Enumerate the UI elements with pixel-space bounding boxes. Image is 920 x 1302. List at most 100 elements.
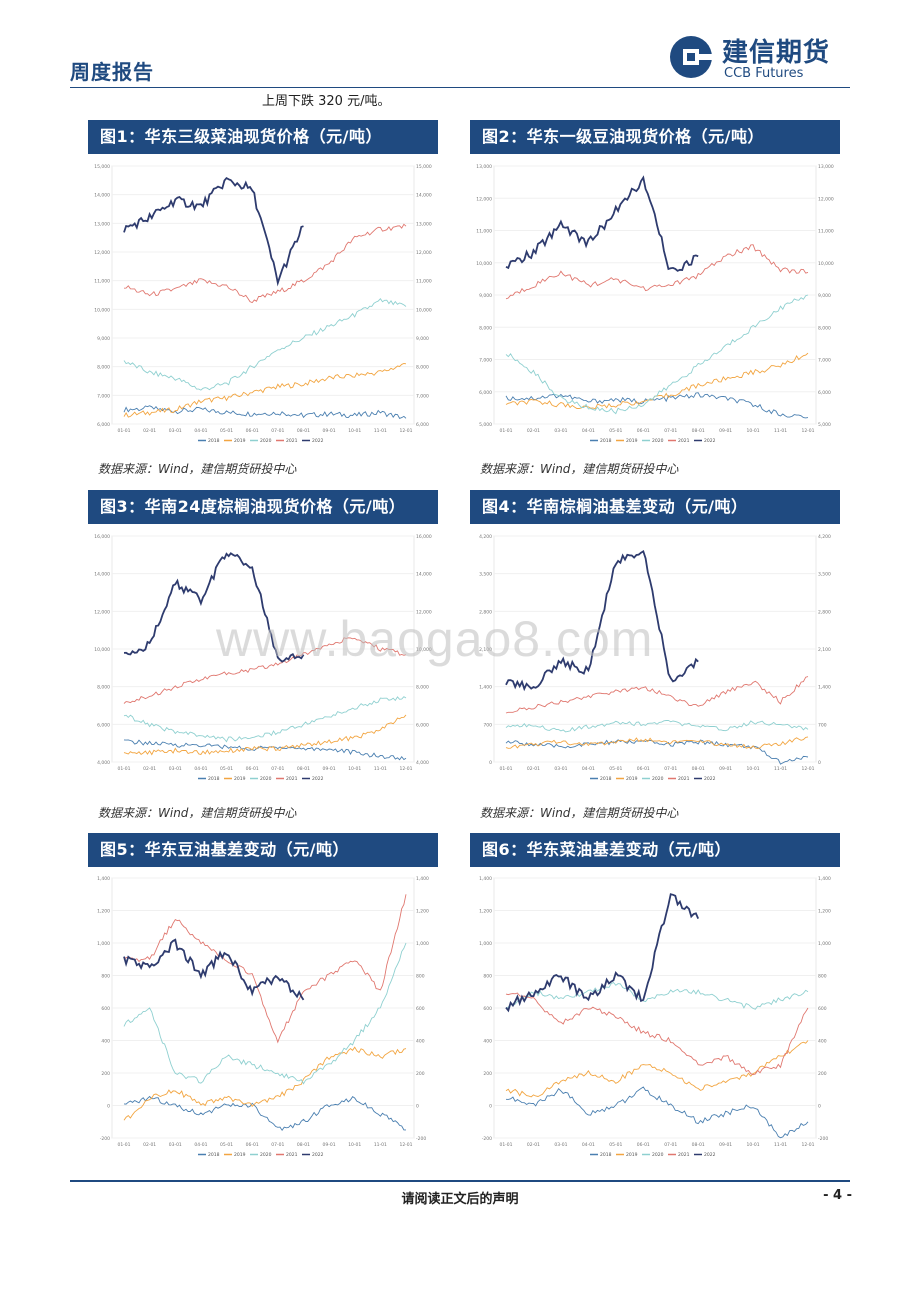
legend-label: 2018	[600, 438, 612, 444]
x-tick-label: 08-01	[692, 428, 705, 434]
x-tick-label: 03-01	[554, 1142, 567, 1148]
y-tick-label: 1,000	[97, 941, 110, 947]
y2-tick-label: 600	[818, 1006, 827, 1012]
intro-text: 上周下跌 320 元/吨。	[262, 94, 391, 109]
series-line-2022	[123, 176, 304, 287]
x-tick-label: 10-01	[747, 1142, 760, 1148]
y2-tick-label: 5,000	[818, 422, 831, 428]
y-tick-label: 0	[107, 1104, 110, 1110]
y-tick-label: 6,000	[97, 722, 110, 728]
x-tick-label: 01-01	[117, 1142, 130, 1148]
y2-tick-label: 700	[818, 722, 827, 728]
y2-tick-label: 600	[416, 1006, 425, 1012]
y2-tick-label: 2,100	[818, 647, 831, 653]
x-tick-label: 02-01	[527, 428, 540, 434]
legend-label: 2019	[234, 776, 246, 782]
legend-label: 2022	[704, 1152, 716, 1158]
y-tick-label: 800	[101, 974, 110, 980]
y2-tick-label: 6,000	[818, 390, 831, 396]
y2-tick-label: 12,000	[416, 609, 432, 615]
x-tick-label: 03-01	[554, 766, 567, 772]
y2-tick-label: 14,000	[416, 572, 432, 578]
y2-tick-label: 7,000	[416, 393, 429, 399]
x-tick-label: 08-01	[297, 766, 310, 772]
legend-label: 2021	[286, 776, 298, 782]
series-line-2021	[505, 992, 809, 1076]
series-line-2020	[505, 719, 809, 733]
figure-1-title: 图1：华东三级菜油现货价格（元/吨）	[88, 120, 438, 154]
y-tick-label: 14,000	[94, 572, 110, 578]
series-line-2020	[505, 981, 809, 1010]
legend-label: 2020	[652, 438, 664, 444]
y-tick-label: 7,000	[479, 358, 492, 364]
x-tick-label: 11-01	[774, 428, 787, 434]
x-tick-label: 09-01	[719, 428, 732, 434]
y-tick-label: 1,200	[97, 909, 110, 915]
series-line-2019	[123, 1046, 407, 1121]
x-tick-label: 11-01	[774, 766, 787, 772]
y2-tick-label: 8,000	[416, 685, 429, 691]
x-tick-label: 01-01	[117, 766, 130, 772]
legend-label: 2018	[208, 1152, 220, 1158]
y2-tick-label: 400	[818, 1039, 827, 1045]
watermark: www.baogao8.com	[216, 611, 654, 667]
x-tick-label: 12-01	[399, 1142, 412, 1148]
x-tick-label: 04-01	[194, 1142, 207, 1148]
y-tick-label: 8,000	[97, 365, 110, 371]
y2-tick-label: 200	[818, 1071, 827, 1077]
legend-label: 2018	[208, 776, 220, 782]
company-logo: 建信期货 CCB Futures	[668, 30, 858, 86]
legend-label: 2021	[678, 1152, 690, 1158]
y-tick-label: 600	[101, 1006, 110, 1012]
y2-tick-label: 10,000	[818, 261, 834, 267]
series-line-2020	[123, 696, 407, 743]
y2-tick-label: 6,000	[416, 422, 429, 428]
x-tick-label: 10-01	[348, 428, 361, 434]
x-tick-label: 06-01	[637, 1142, 650, 1148]
legend-label: 2019	[626, 438, 638, 444]
series-line-2018	[123, 405, 407, 419]
y2-tick-label: 800	[818, 974, 827, 980]
series-line-2018	[505, 1086, 809, 1139]
y2-tick-label: 1,000	[416, 941, 429, 947]
footer-divider	[70, 1180, 850, 1182]
series-line-2022	[123, 552, 305, 663]
series-line-2021	[123, 637, 407, 704]
x-tick-label: 05-01	[220, 428, 233, 434]
y2-tick-label: 10,000	[416, 647, 432, 653]
ccb-logo-icon	[670, 36, 714, 78]
y-tick-label: 400	[483, 1039, 492, 1045]
y-tick-label: 4,200	[479, 534, 492, 540]
y-tick-label: 1,400	[479, 685, 492, 691]
y2-tick-label: 15,000	[416, 164, 432, 170]
legend-label: 2022	[704, 776, 716, 782]
x-tick-label: 09-01	[719, 1142, 732, 1148]
y2-tick-label: 13,000	[416, 221, 432, 227]
y2-tick-label: 1,200	[416, 909, 429, 915]
y-tick-label: 400	[101, 1039, 110, 1045]
y2-tick-label: 800	[416, 974, 425, 980]
y-tick-label: 12,000	[94, 609, 110, 615]
legend-label: 2020	[260, 438, 272, 444]
y2-tick-label: 12,000	[818, 196, 834, 202]
series-line-2020	[123, 297, 407, 391]
legend-label: 2019	[626, 776, 638, 782]
y2-tick-label: 4,000	[416, 760, 429, 766]
header-divider	[70, 87, 850, 88]
y2-tick-label: 13,000	[818, 164, 834, 170]
y-tick-label: 600	[483, 1006, 492, 1012]
series-line-2019	[123, 714, 407, 756]
y-tick-label: 13,000	[476, 164, 492, 170]
footer-disclaimer: 请阅读正文后的声明	[401, 1192, 519, 1207]
series-line-2021	[123, 894, 407, 1044]
logo-text-en: CCB Futures	[724, 66, 804, 81]
y-tick-label: 8,000	[479, 325, 492, 331]
x-tick-label: 07-01	[271, 1142, 284, 1148]
legend-label: 2020	[652, 776, 664, 782]
y2-tick-label: 1,400	[416, 876, 429, 882]
y-tick-label: 10,000	[94, 647, 110, 653]
x-tick-label: 12-01	[801, 1142, 814, 1148]
legend-label: 2021	[286, 1152, 298, 1158]
x-tick-label: 02-01	[143, 766, 156, 772]
x-tick-label: 07-01	[271, 428, 284, 434]
